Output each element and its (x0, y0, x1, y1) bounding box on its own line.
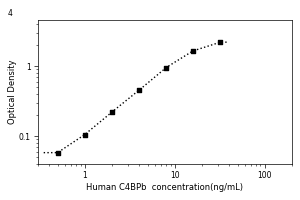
Y-axis label: Optical Density: Optical Density (8, 60, 17, 124)
Point (82, 133, 87, 136)
Point (190, 49, 195, 53)
Point (164, 66, 168, 69)
X-axis label: Human C4BPb  concentration(ng/mL): Human C4BPb concentration(ng/mL) (86, 183, 243, 192)
Text: 4: 4 (7, 9, 12, 18)
Point (136, 89, 141, 92)
Point (110, 111, 114, 114)
Point (218, 41, 223, 44)
Point (55, 151, 60, 154)
